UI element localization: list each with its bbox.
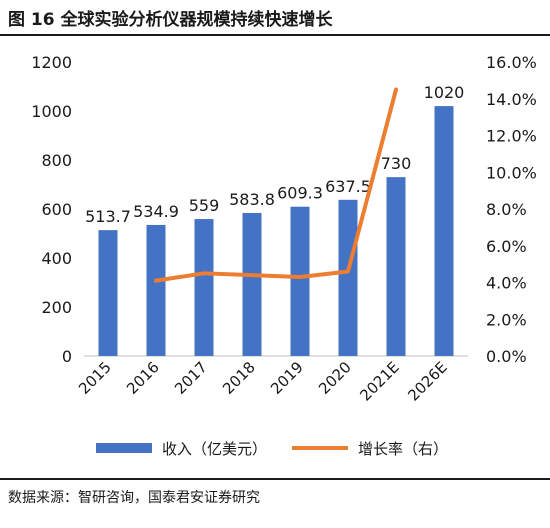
source-note: 数据来源：智研咨询，国泰君安证券研究 — [8, 490, 260, 506]
x-tick-label: 2026E — [404, 358, 450, 404]
y-right-tick-label: 6.0% — [486, 237, 527, 256]
y-right-tick-label: 14.0% — [486, 90, 537, 109]
bar — [242, 212, 262, 356]
bar-data-label: 609.3 — [277, 184, 323, 203]
y-left-tick-label: 1000 — [31, 102, 72, 121]
bar-data-label: 513.7 — [85, 207, 131, 226]
x-tick-label: 2018 — [219, 358, 259, 398]
bar — [194, 219, 214, 356]
bar — [146, 224, 166, 356]
y-left-tick-label: 600 — [41, 200, 72, 219]
growth-rate-line — [154, 87, 398, 283]
y-left-tick-label: 1200 — [31, 53, 72, 72]
x-tick-label: 2020 — [315, 358, 355, 398]
bar-data-label: 534.9 — [133, 202, 179, 221]
bar-data-label: 637.5 — [325, 177, 371, 196]
y-right-tick-label: 16.0% — [486, 53, 537, 72]
legend-label-revenue: 收入（亿美元） — [162, 440, 267, 458]
bottom-rule — [0, 478, 550, 480]
x-tick-label: 2021E — [356, 358, 402, 404]
bar — [338, 199, 358, 356]
x-tick-label: 2016 — [123, 358, 163, 398]
legend-label-growth: 增长率（右） — [358, 440, 448, 458]
legend-swatch-revenue — [96, 443, 152, 453]
bar-data-label: 559 — [189, 196, 220, 215]
y-left-tick-label: 200 — [41, 298, 72, 317]
combo-chart: 0 200 400 600 800 1000 1200 0.0% 2.0% 4.0% 6.0% 8.0… — [31, 53, 537, 458]
figure-title: 图 16 全球实验分析仪器规模持续快速增长 — [8, 10, 333, 30]
x-tick-label: 2015 — [75, 358, 115, 398]
bar-data-label: 1020 — [424, 83, 465, 102]
y-left-tick-label: 400 — [41, 249, 72, 268]
y-right-tick-label: 8.0% — [486, 200, 527, 219]
x-tick-label: 2019 — [267, 358, 307, 398]
y-left-tick-label: 800 — [41, 151, 72, 170]
bar — [98, 230, 118, 356]
bar — [290, 206, 310, 356]
y-left-tick-label: 0 — [62, 347, 72, 366]
x-tick-label: 2017 — [171, 358, 211, 398]
top-rule — [0, 34, 550, 36]
y-right-tick-label: 12.0% — [486, 127, 537, 146]
y-right-tick-label: 4.0% — [486, 274, 527, 293]
bar — [386, 177, 406, 356]
y-right-tick-label: 0.0% — [486, 347, 527, 366]
y-right-tick-label: 10.0% — [486, 163, 537, 182]
y-right-tick-label: 2.0% — [486, 310, 527, 329]
bar — [434, 106, 454, 356]
bar-data-label: 730 — [381, 154, 412, 173]
bar-data-label: 583.8 — [229, 190, 275, 209]
